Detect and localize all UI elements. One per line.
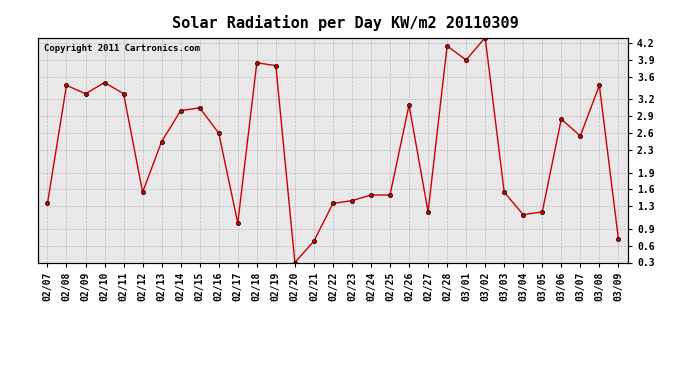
Text: Copyright 2011 Cartronics.com: Copyright 2011 Cartronics.com xyxy=(44,44,199,53)
Text: Solar Radiation per Day KW/m2 20110309: Solar Radiation per Day KW/m2 20110309 xyxy=(172,15,518,31)
